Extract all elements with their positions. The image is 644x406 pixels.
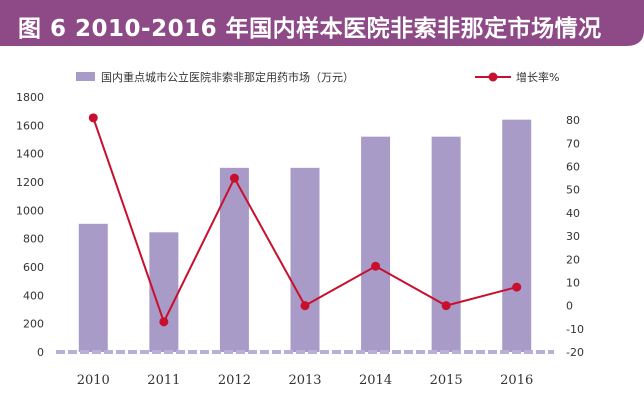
- y-left-tick-label: 1000: [16, 204, 44, 217]
- y-right-tick-label: 50: [566, 184, 580, 197]
- x-tick-label: 2011: [147, 373, 180, 388]
- y-left-tick-label: 800: [23, 233, 44, 246]
- y-left-tick-label: 1800: [16, 91, 44, 104]
- x-tick-label: 2013: [288, 373, 321, 388]
- growth-rate-point-2011: [159, 317, 169, 327]
- y-right-tick-label: 40: [566, 207, 580, 220]
- y-right-tick-label: 0: [566, 300, 573, 313]
- bar-2010: [78, 223, 108, 352]
- y-right-tick-label: 10: [566, 276, 580, 289]
- legend-bar-label: 国内重点城市公立医院非索非那定用药市场（万元）: [101, 70, 354, 84]
- y-left-tick-label: 200: [23, 318, 44, 331]
- y-right-tick-label: 70: [566, 137, 580, 150]
- title-banner-shape: [0, 0, 644, 46]
- growth-rate-point-2010: [88, 113, 98, 123]
- bar-2013: [290, 167, 320, 352]
- legend-bar-swatch: [76, 72, 95, 81]
- y-left-tick-label: 1400: [16, 148, 44, 161]
- bar-2014: [361, 136, 391, 352]
- y-right-tick-label: 60: [566, 161, 580, 174]
- y-right-tick-label: 20: [566, 253, 580, 266]
- growth-rate-point-2015: [441, 301, 451, 311]
- x-tick-label: 2014: [359, 373, 392, 388]
- growth-rate-point-2014: [371, 261, 381, 271]
- y-right-tick-label: -20: [566, 346, 584, 359]
- legend-line-label: 增长率%: [516, 70, 559, 84]
- y-right-tick-label: 80: [566, 114, 580, 127]
- chart-title: 图 6 2010-2016 年国内样本医院非索非那定市场情况: [18, 16, 602, 42]
- legend-line-marker: [488, 72, 498, 82]
- bar-2016: [502, 119, 532, 353]
- growth-rate-point-2016: [512, 282, 522, 292]
- y-left-tick-label: 0: [37, 346, 44, 359]
- title-banner: 图 6 2010-2016 年国内样本医院非索非那定市场情况: [0, 0, 644, 50]
- x-tick-label: 2012: [218, 373, 251, 388]
- y-left-tick-label: 1600: [16, 119, 44, 132]
- growth-rate-point-2013: [300, 301, 310, 311]
- bar-2015: [431, 136, 461, 352]
- y-left-tick-label: 400: [23, 289, 44, 302]
- x-tick-label: 2010: [77, 373, 110, 388]
- y-left-tick-label: 1200: [16, 176, 44, 189]
- growth-rate-point-2012: [229, 173, 239, 183]
- x-tick-label: 2016: [500, 373, 533, 388]
- y-right-tick-label: 30: [566, 230, 580, 243]
- y-right-tick-label: -10: [566, 323, 584, 336]
- y-left-tick-label: 600: [23, 261, 44, 274]
- x-tick-label: 2015: [430, 373, 463, 388]
